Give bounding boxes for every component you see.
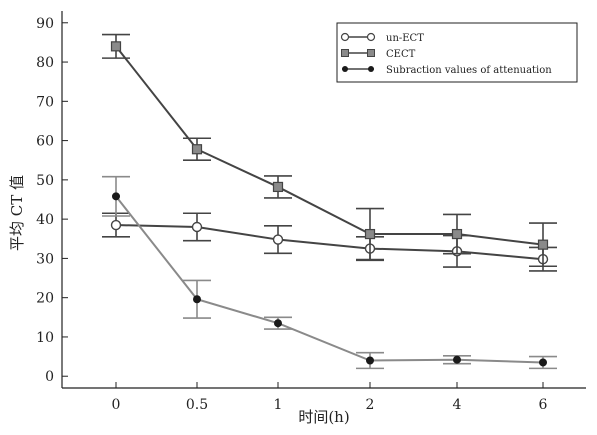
x-tick-label: 1 bbox=[274, 397, 283, 413]
y-tick-label: 30 bbox=[36, 251, 54, 267]
legend-marker bbox=[368, 66, 374, 72]
legend-marker bbox=[341, 49, 349, 57]
series-cect bbox=[102, 33, 557, 268]
series-line bbox=[115, 195, 544, 364]
data-point bbox=[537, 239, 549, 250]
legend: un-ECT CECT Subraction values of attenuati… bbox=[336, 22, 578, 83]
series-line bbox=[115, 45, 544, 246]
legend-marker bbox=[340, 32, 350, 42]
data-point bbox=[539, 358, 547, 367]
y-axis-title: 平均 CT 值 bbox=[8, 175, 26, 251]
x-tick-label: 0.5 bbox=[186, 397, 208, 413]
data-point bbox=[272, 181, 284, 193]
x-tick-label: 6 bbox=[539, 397, 548, 413]
y-tick-label: 70 bbox=[36, 94, 54, 110]
series-line bbox=[115, 224, 544, 261]
data-point bbox=[364, 228, 376, 240]
legend-entry: Subraction values of attenuation bbox=[342, 65, 552, 76]
legend-marker bbox=[366, 32, 376, 42]
y-tick-label: 50 bbox=[36, 173, 54, 189]
data-point bbox=[453, 355, 461, 364]
data-point bbox=[112, 192, 120, 201]
x-axis-title: 时间(h) bbox=[298, 408, 349, 426]
series-subraction-values-of-attenuation bbox=[102, 175, 557, 370]
data-point bbox=[193, 295, 201, 304]
data-point bbox=[272, 234, 284, 245]
x-tick-label: 0 bbox=[112, 397, 121, 413]
y-tick-label: 40 bbox=[36, 212, 54, 228]
legend-label: Subraction values of attenuation bbox=[386, 65, 552, 76]
y-tick-label: 60 bbox=[36, 134, 54, 150]
data-point bbox=[110, 219, 122, 231]
legend-label: CECT bbox=[386, 49, 416, 60]
data-point bbox=[110, 41, 122, 52]
series-un-ect bbox=[102, 212, 557, 272]
legend-entry: un-ECT bbox=[340, 32, 424, 44]
y-tick-label: 0 bbox=[45, 369, 54, 385]
legend-label: un-ECT bbox=[386, 33, 424, 44]
y-tick-label: 80 bbox=[36, 55, 54, 71]
data-point bbox=[451, 228, 463, 240]
data-point bbox=[191, 221, 203, 233]
y-tick-label: 90 bbox=[36, 16, 54, 32]
legend-box bbox=[336, 22, 578, 83]
legend-marker bbox=[367, 49, 375, 57]
plot-area: 0 10 20 30 40 50 60 70 80 90 0 0.5 1 2 4 6 bbox=[36, 11, 586, 413]
data-point bbox=[274, 319, 282, 328]
y-tick-label: 20 bbox=[36, 291, 54, 307]
data-point bbox=[366, 356, 374, 365]
legend-entry: CECT bbox=[341, 49, 416, 60]
x-tick-label: 2 bbox=[366, 397, 375, 413]
x-tick-label: 4 bbox=[453, 397, 462, 413]
legend-marker bbox=[342, 66, 348, 72]
data-point bbox=[191, 144, 203, 155]
y-tick-label: 10 bbox=[36, 330, 54, 346]
